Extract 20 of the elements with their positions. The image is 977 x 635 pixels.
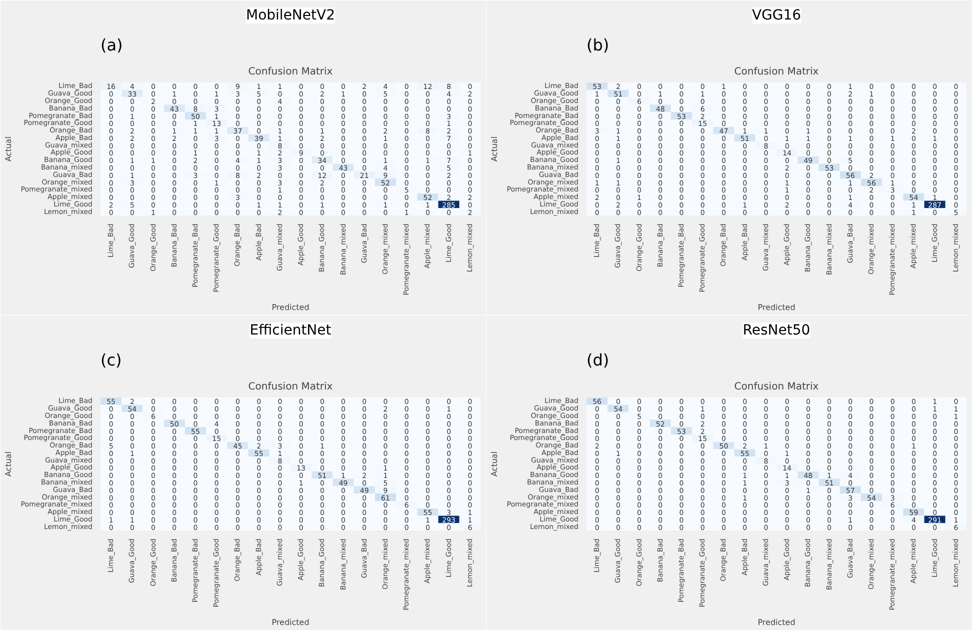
chart-subtitle: Confusion Matrix [248,382,333,392]
x-axis-title: Predicted [272,303,310,312]
y-axis-title: Actual [4,451,13,477]
chart-title: VGG16 [752,8,802,24]
chart-subtitle: Confusion Matrix [248,66,333,78]
chart-title: MobileNetV2 [246,8,335,24]
text: (d) [586,350,610,370]
chart-title: EfficientNet [250,322,332,338]
x-axis-title: Predicted [272,618,310,628]
chart-subtitle: Confusion Matrix [734,382,819,392]
x-axis-title: Predicted [758,618,796,628]
text: (c) [100,350,122,370]
y-axis-title: Actual [490,136,499,162]
text: (a) [100,36,123,54]
chart-title: ResNet50 [742,322,810,338]
x-axis-title: Predicted [758,303,796,312]
text: (b) [586,36,610,54]
chart-subtitle: Confusion Matrix [734,66,819,78]
y-axis-title: Actual [4,136,13,162]
y-axis-title: Actual [490,451,499,477]
